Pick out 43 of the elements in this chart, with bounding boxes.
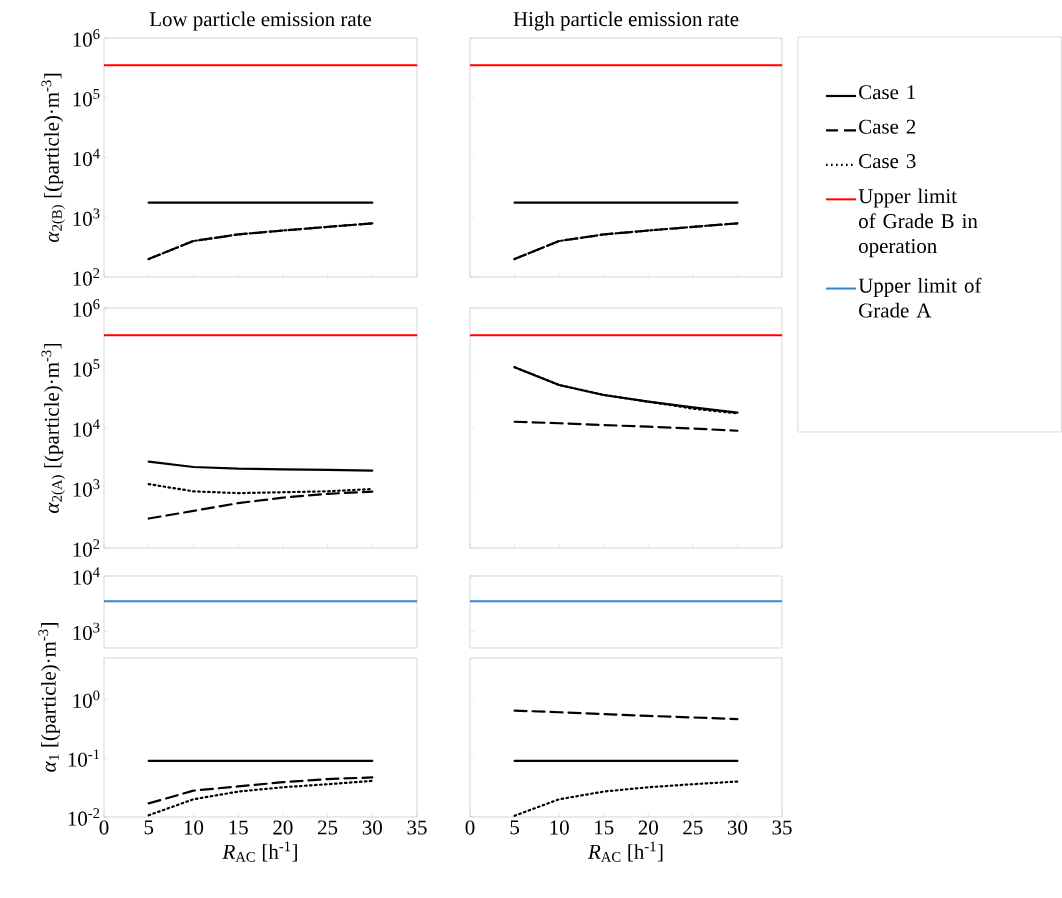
y-tick-label: 10$^{6}$ bbox=[73, 29, 100, 47]
legend-label: Case 3 bbox=[859, 154, 916, 169]
legend-label: Upper limit of Grade A bbox=[858, 277, 982, 318]
legend-label: Upper limit of Grade B in operation bbox=[858, 188, 978, 258]
y-tick-label: 10$^{-2}$ bbox=[68, 808, 100, 826]
y-tick-label: 10$^{5}$ bbox=[73, 89, 100, 107]
y-axis-title: α$_{1}$ [(particle)·m$^{-3}$] bbox=[38, 623, 61, 772]
x-tick-label: 35 bbox=[407, 820, 427, 835]
chart-title: Low particle emission rate bbox=[149, 11, 372, 31]
x-tick-label: 5 bbox=[144, 820, 154, 835]
x-tick-label: 35 bbox=[772, 820, 792, 835]
y-tick-label: 10$^{4}$ bbox=[73, 567, 100, 585]
y-tick-label: 10$^{4}$ bbox=[73, 148, 100, 167]
y-tick-label: 10$^{0}$ bbox=[73, 690, 100, 708]
x-tick-label: 25 bbox=[318, 820, 338, 835]
y-tick-label: 10$^{5}$ bbox=[73, 359, 100, 377]
y-tick-label: 10$^{4}$ bbox=[73, 419, 100, 437]
legend-label: Case 1 bbox=[859, 85, 916, 100]
x-tick-label: 0 bbox=[99, 820, 109, 835]
y-tick-label: 10$^{6}$ bbox=[73, 299, 100, 317]
y-tick-label: 10$^{2}$ bbox=[73, 268, 100, 286]
x-tick-label: 15 bbox=[229, 820, 248, 835]
y-axis-title: α$_{2(B)}$ [(particle)·m$^{-3}$] bbox=[41, 73, 65, 243]
x-tick-label: 10 bbox=[550, 820, 569, 835]
x-axis-title: R$_{AC}$ [h$^{-1}$] bbox=[222, 841, 297, 862]
y-tick-label: 10$^{2}$ bbox=[73, 539, 100, 557]
y-tick-label: 10$^{3}$ bbox=[73, 208, 100, 226]
x-tick-label: 30 bbox=[362, 820, 382, 835]
x-tick-label: 20 bbox=[273, 820, 293, 835]
x-tick-label: 10 bbox=[184, 820, 204, 835]
chart-title: High particle emission rate bbox=[513, 11, 739, 31]
x-axis-title: R$_{AC}$ [h$^{-1}$] bbox=[587, 841, 663, 862]
x-tick-label: 30 bbox=[727, 820, 748, 835]
x-tick-label: 25 bbox=[683, 820, 703, 835]
y-tick-label: 10$^{-1}$ bbox=[68, 749, 100, 767]
y-tick-label: 10$^{3}$ bbox=[73, 479, 100, 497]
x-tick-label: 15 bbox=[595, 820, 614, 835]
x-tick-label: 0 bbox=[465, 820, 475, 835]
y-axis-title: α$_{2(A)}$ [(particle)·m$^{-3}$] bbox=[41, 343, 65, 513]
legend-label: Case 2 bbox=[859, 119, 916, 134]
x-tick-label: 20 bbox=[638, 820, 658, 835]
x-tick-label: 5 bbox=[510, 820, 519, 835]
y-tick-label: 10$^{3}$ bbox=[73, 622, 100, 641]
